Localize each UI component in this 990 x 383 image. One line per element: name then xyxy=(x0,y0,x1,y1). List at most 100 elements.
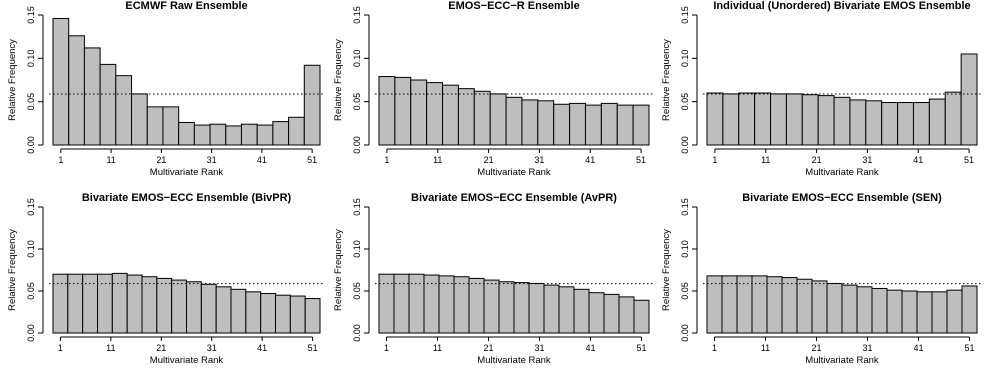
bar xyxy=(304,298,321,334)
bar xyxy=(141,276,158,334)
bar xyxy=(886,289,903,334)
bar xyxy=(865,100,883,146)
bar xyxy=(736,275,753,334)
x-tick-label: 31 xyxy=(862,155,872,165)
bar xyxy=(68,35,85,146)
x-tick-label: 51 xyxy=(636,343,646,353)
y-tick-label: 0.05 xyxy=(26,282,36,300)
bar xyxy=(751,275,768,334)
bar xyxy=(931,291,948,334)
chart-title: Individual (Unordered) Bivariate EMOS En… xyxy=(713,0,970,12)
bar xyxy=(393,273,410,334)
x-tick-label: 21 xyxy=(483,343,493,353)
bar xyxy=(521,99,539,146)
bar xyxy=(849,99,867,146)
x-tick-label: 21 xyxy=(811,343,821,353)
x-tick-label: 1 xyxy=(384,155,389,165)
bar xyxy=(897,102,914,146)
x-tick-label: 31 xyxy=(862,343,872,353)
chart-panel-2: EMOS−ECC−R Ensemble 0.00 0.05 0.10 0.15 Relat… xyxy=(333,0,653,178)
bar xyxy=(453,276,470,334)
bar xyxy=(901,290,918,334)
bar xyxy=(785,93,803,146)
bar xyxy=(706,92,724,146)
bar xyxy=(171,279,187,334)
y-tick-label: 0.05 xyxy=(26,93,36,111)
y-tick-label: 0.10 xyxy=(352,240,362,258)
bar xyxy=(288,116,305,146)
y-tick-label: 0.10 xyxy=(680,50,690,68)
chart-panel-1: ECMWF Raw Ensemble 0.00 0.05 0.10 0.15 Relati… xyxy=(7,0,324,178)
bar xyxy=(178,121,195,146)
chart-title: Bivariate EMOS−ECC Ensemble (BivPR) xyxy=(82,192,292,204)
bar xyxy=(303,64,321,146)
x-tick-label: 41 xyxy=(913,343,923,353)
bar xyxy=(83,47,101,146)
bar xyxy=(193,124,211,146)
y-tick-label: 0.15 xyxy=(352,198,362,216)
x-axis-label: Multivariate Rank xyxy=(477,355,551,366)
bar xyxy=(632,104,650,146)
bar xyxy=(146,106,164,146)
bar xyxy=(573,288,590,334)
bar xyxy=(722,93,740,146)
bar xyxy=(616,104,634,146)
bar xyxy=(272,121,290,146)
bar xyxy=(618,296,635,334)
x-tick-label: 41 xyxy=(585,155,595,165)
bar xyxy=(603,293,620,334)
bar xyxy=(131,93,148,146)
bar xyxy=(468,277,485,334)
bar xyxy=(600,102,618,146)
bar xyxy=(856,286,873,334)
x-axis-label: Multivariate Rank xyxy=(805,167,879,178)
y-tick-label: 0.00 xyxy=(680,136,690,154)
bar xyxy=(543,284,560,334)
x-tick-label: 41 xyxy=(913,155,923,165)
x-tick-label: 51 xyxy=(964,343,974,353)
bar xyxy=(99,63,117,146)
bar xyxy=(633,299,650,334)
bar xyxy=(537,100,555,146)
x-tick-label: 1 xyxy=(712,155,717,165)
bar xyxy=(505,96,523,146)
y-axis-label: Relative Frequency xyxy=(333,39,344,121)
y-tick-label: 0.15 xyxy=(352,6,362,24)
x-tick-label: 31 xyxy=(207,343,217,353)
bar xyxy=(826,282,843,334)
bar xyxy=(67,273,84,334)
x-tick-label: 11 xyxy=(433,343,442,353)
bar xyxy=(289,295,306,334)
x-tick-label: 11 xyxy=(106,343,115,353)
bar xyxy=(52,273,69,334)
bar xyxy=(111,272,128,334)
bar xyxy=(946,289,963,334)
chart-title: Bivariate EMOS−ECC Ensemble (SEN) xyxy=(742,192,942,204)
bar xyxy=(928,98,946,146)
bar xyxy=(569,102,586,146)
bar xyxy=(230,288,247,334)
y-tick-label: 0.00 xyxy=(352,136,362,154)
y-tick-label: 0.00 xyxy=(26,324,36,342)
x-tick-label: 31 xyxy=(534,155,544,165)
bar xyxy=(916,291,933,334)
y-axis-label: Relative Frequency xyxy=(333,229,344,311)
bar xyxy=(115,75,133,146)
bar xyxy=(944,91,962,146)
x-tick-label: 21 xyxy=(484,155,494,165)
x-tick-label: 1 xyxy=(58,343,63,353)
bar xyxy=(186,281,202,334)
bar xyxy=(796,278,813,334)
x-tick-label: 41 xyxy=(257,343,267,353)
bar xyxy=(721,275,738,334)
y-axis-label: Relative Frequency xyxy=(661,39,672,121)
bar xyxy=(513,282,530,334)
y-tick-label: 0.15 xyxy=(680,198,690,216)
bar xyxy=(209,123,227,146)
y-tick-label: 0.10 xyxy=(26,50,36,68)
bar xyxy=(438,275,455,334)
bar xyxy=(215,286,232,334)
x-tick-label: 11 xyxy=(433,155,442,165)
bar xyxy=(528,282,545,334)
